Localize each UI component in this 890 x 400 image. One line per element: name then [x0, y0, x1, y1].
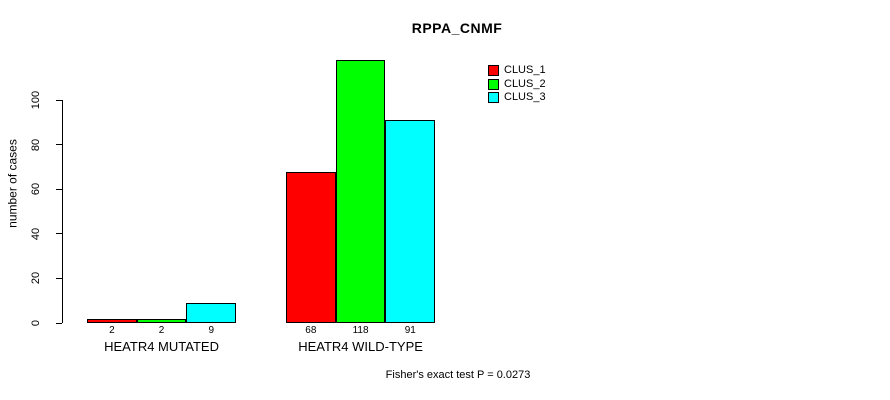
chart-title: RPPA_CNMF	[411, 20, 503, 36]
legend-label: CLUS_2	[504, 77, 546, 90]
x-group-label: HEATR4 WILD-TYPE	[298, 339, 423, 354]
bar-clus_1	[87, 318, 137, 323]
legend-row: CLUS_3	[488, 92, 546, 103]
bar-value-label: 118	[352, 325, 369, 336]
bar-value-label: 9	[208, 325, 215, 336]
legend-row: CLUS_1	[488, 65, 546, 76]
bar-clus_3	[385, 120, 436, 323]
y-axis-label: number of cases	[5, 139, 20, 228]
bar-clus_2	[136, 318, 187, 323]
bar-clus_2	[335, 60, 386, 323]
fisher-test-annotation: Fisher's exact test P = 0.0273	[385, 369, 531, 381]
y-tick-mark	[56, 144, 62, 146]
y-tick-label: 20	[30, 272, 42, 285]
y-tick-mark	[56, 322, 62, 324]
bar-value-label: 68	[305, 325, 317, 336]
y-tick-mark	[56, 188, 62, 190]
legend-swatch-clus_1	[488, 65, 499, 76]
legend-row: CLUS_2	[488, 77, 546, 90]
y-tick-label: 40	[30, 227, 42, 241]
bar-clus_1	[286, 171, 336, 323]
y-tick-mark	[56, 233, 62, 235]
bar-value-label: 91	[404, 325, 416, 336]
legend-swatch-clus_3	[488, 92, 499, 103]
y-axis-line	[62, 100, 63, 323]
y-tick-mark	[56, 99, 62, 101]
bar-value-label: 2	[158, 325, 165, 336]
legend: CLUS_1 CLUS_2 CLUS_3	[488, 65, 546, 103]
legend-label: CLUS_3	[504, 91, 546, 103]
y-tick-label: 80	[30, 138, 42, 152]
y-tick-label: 0	[30, 319, 42, 327]
bar-clus_3	[186, 302, 237, 323]
legend-swatch-clus_2	[488, 78, 499, 90]
x-group-label: HEATR4 MUTATED	[104, 339, 219, 354]
bar-value-label: 2	[109, 325, 115, 336]
legend-label: CLUS_1	[504, 64, 546, 76]
y-tick-mark	[56, 277, 62, 279]
y-tick-label: 100	[30, 91, 42, 110]
y-tick-label: 60	[30, 183, 42, 196]
